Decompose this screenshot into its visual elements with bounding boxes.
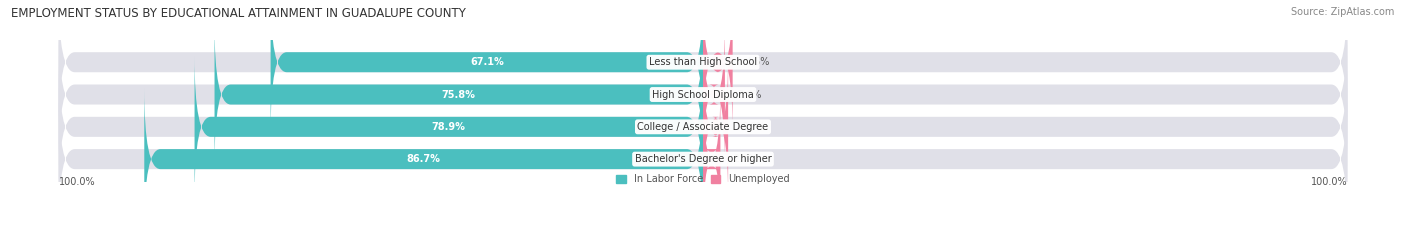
Text: Source: ZipAtlas.com: Source: ZipAtlas.com — [1291, 7, 1395, 17]
FancyBboxPatch shape — [194, 56, 703, 198]
Text: 78.9%: 78.9% — [432, 122, 465, 132]
Text: 4.6%: 4.6% — [745, 57, 770, 67]
FancyBboxPatch shape — [59, 88, 1347, 230]
Text: High School Diploma: High School Diploma — [652, 89, 754, 99]
Text: 100.0%: 100.0% — [1310, 177, 1347, 187]
FancyBboxPatch shape — [59, 56, 1347, 198]
FancyBboxPatch shape — [59, 24, 1347, 165]
Legend: In Labor Force, Unemployed: In Labor Force, Unemployed — [612, 171, 794, 188]
FancyBboxPatch shape — [703, 56, 728, 198]
FancyBboxPatch shape — [703, 0, 733, 133]
FancyBboxPatch shape — [59, 0, 1347, 133]
Text: 100.0%: 100.0% — [59, 177, 96, 187]
Text: 75.8%: 75.8% — [441, 89, 475, 99]
Text: EMPLOYMENT STATUS BY EDUCATIONAL ATTAINMENT IN GUADALUPE COUNTY: EMPLOYMENT STATUS BY EDUCATIONAL ATTAINM… — [11, 7, 467, 20]
Text: 67.1%: 67.1% — [470, 57, 503, 67]
FancyBboxPatch shape — [703, 24, 725, 165]
FancyBboxPatch shape — [145, 88, 703, 230]
Text: Bachelor's Degree or higher: Bachelor's Degree or higher — [634, 154, 772, 164]
Text: College / Associate Degree: College / Associate Degree — [637, 122, 769, 132]
Text: 3.9%: 3.9% — [741, 122, 765, 132]
Text: 3.4%: 3.4% — [738, 89, 762, 99]
FancyBboxPatch shape — [703, 88, 720, 230]
FancyBboxPatch shape — [270, 0, 703, 133]
FancyBboxPatch shape — [215, 24, 703, 165]
Text: Less than High School: Less than High School — [650, 57, 756, 67]
Text: 86.7%: 86.7% — [406, 154, 440, 164]
Text: 2.7%: 2.7% — [734, 154, 758, 164]
